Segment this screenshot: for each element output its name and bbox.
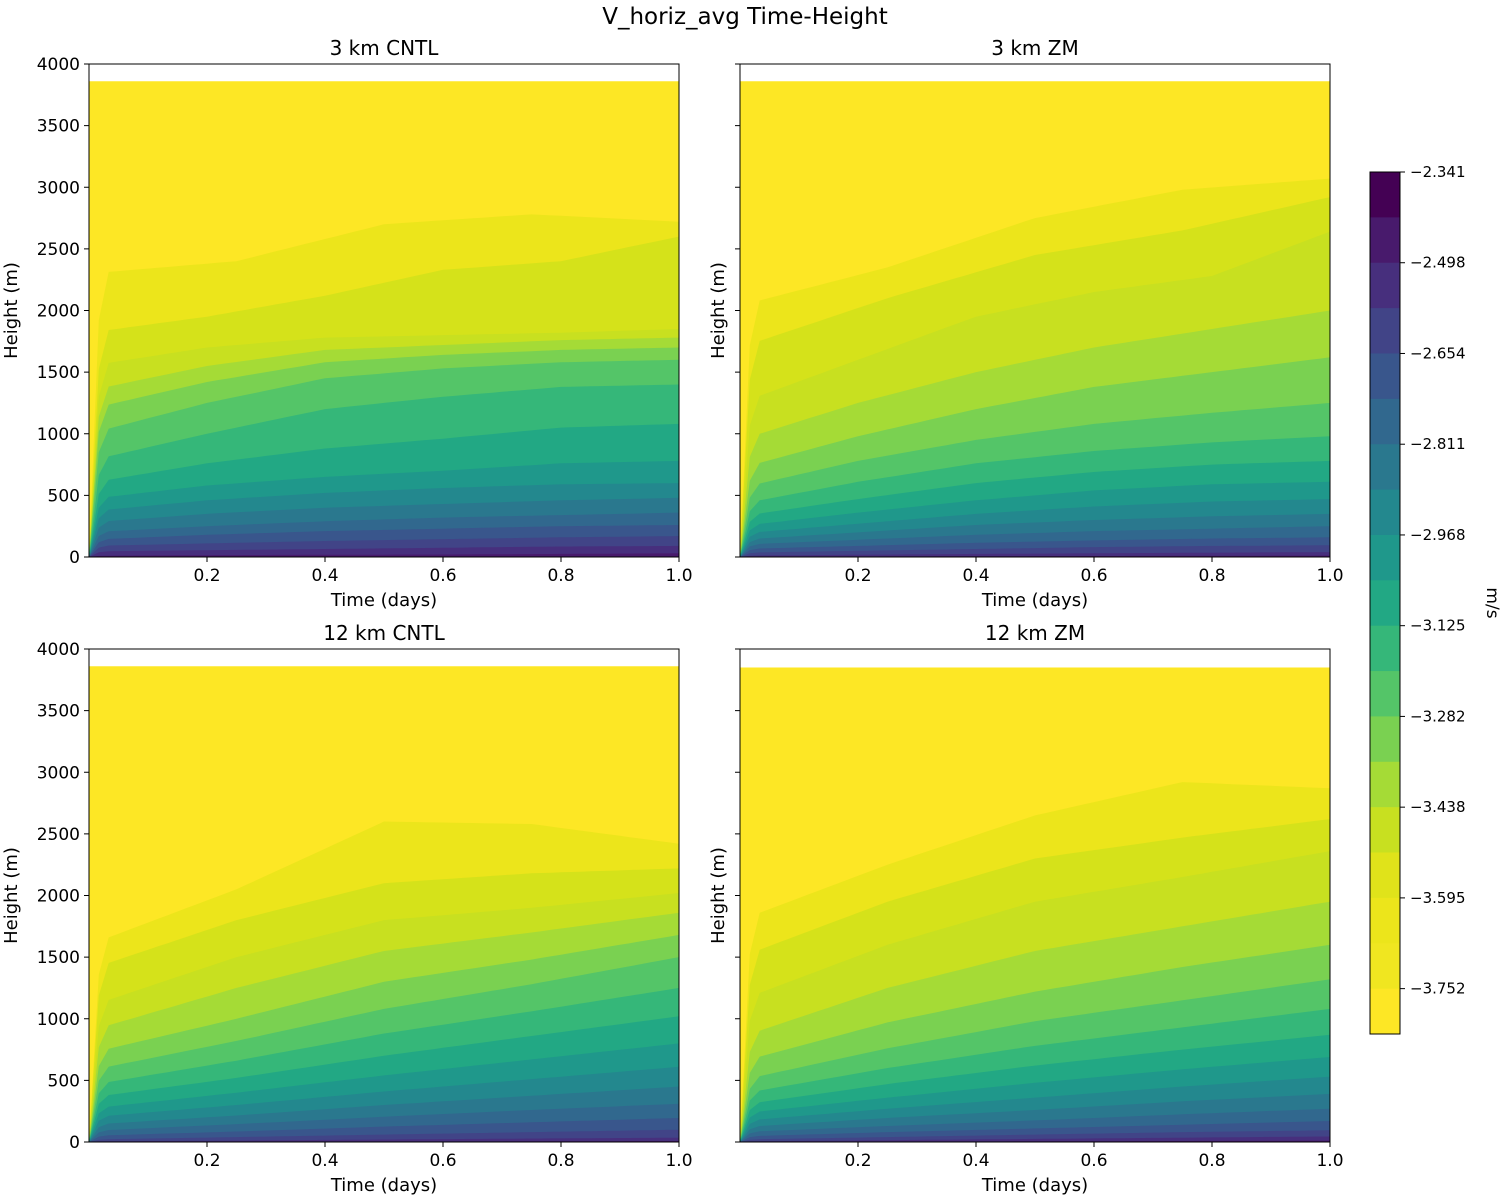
x-tick-label: 0.6: [429, 1151, 456, 1171]
contour-fills: [740, 667, 1330, 1142]
x-tick-label: 0.6: [429, 566, 456, 586]
figure-title: V_horiz_avg Time-Height: [602, 4, 888, 30]
panel-4: 12 km ZM 0.2 0.4 0.6 0.8 1.0 Time (days) Height…: [708, 621, 1344, 1196]
colorbar-swatch: [1370, 308, 1400, 354]
y-tick-label: 3000: [37, 763, 80, 783]
y-axis-label: Height (m): [708, 847, 729, 944]
contour-fills: [89, 81, 679, 557]
y-tick-label: 1500: [37, 363, 80, 383]
y-tick-label: 1000: [37, 1010, 80, 1030]
x-tick-label: 1.0: [1316, 566, 1343, 586]
colorbar-swatch: [1370, 671, 1400, 717]
x-axis-label: Time (days): [981, 590, 1088, 611]
x-tick-label: 0.2: [193, 1151, 220, 1171]
x-tick-label: 0.4: [311, 1151, 338, 1171]
colorbar-swatch: [1370, 580, 1400, 627]
contour-fills: [89, 666, 679, 1142]
x-tick-label: 0.4: [962, 566, 989, 586]
x-tick-label: 1.0: [665, 566, 692, 586]
colorbar-tick-label: −2.811: [1410, 435, 1466, 453]
y-tick-label: 3000: [37, 178, 80, 198]
colorbar-tick-label: −3.752: [1410, 980, 1466, 998]
colorbar-label: m/s: [1482, 587, 1500, 618]
colorbar-swatch: [1370, 807, 1400, 854]
panel-2: 3 km ZM 0.2 0.4 0.6 0.8 1.0 Time (days) Height …: [708, 36, 1344, 611]
panel-title: 3 km ZM: [991, 36, 1078, 60]
colorbar-swatch: [1370, 716, 1400, 763]
colorbar-swatch: [1370, 761, 1400, 808]
y-tick-label: 2000: [37, 302, 80, 322]
colorbar-swatch: [1370, 852, 1400, 899]
x-tick-label: 0.8: [1198, 566, 1225, 586]
colorbar-swatch: [1370, 172, 1400, 218]
colorbar-tick-label: −2.498: [1410, 254, 1466, 272]
colorbar-swatch: [1370, 444, 1400, 491]
panel-title: 3 km CNTL: [330, 36, 440, 60]
x-axis-label: Time (days): [981, 1175, 1088, 1196]
x-tick-label: 0.8: [1198, 1151, 1225, 1171]
x-tick-label: 0.2: [193, 566, 220, 586]
y-tick-label: 2500: [37, 825, 80, 845]
x-tick-label: 0.6: [1080, 566, 1107, 586]
x-tick-label: 0.4: [311, 566, 338, 586]
y-tick-label: 4000: [37, 55, 80, 75]
x-tick-label: 1.0: [1316, 1151, 1343, 1171]
colorbar-swatch: [1370, 353, 1400, 400]
colorbar-tick-label: −3.125: [1410, 617, 1466, 635]
y-tick-label: 2500: [37, 240, 80, 260]
colorbar-tick-label: −2.341: [1410, 163, 1466, 181]
colorbar-swatch: [1370, 217, 1400, 264]
x-tick-label: 1.0: [665, 1151, 692, 1171]
contour-band: [89, 1137, 679, 1142]
panel-1: 3 km CNTL 0.2 0.4 0.6 0.8 1.0 Time (days) 0 500 1…: [1, 36, 693, 611]
colorbar-swatch: [1370, 398, 1400, 445]
panel-title: 12 km CNTL: [323, 621, 445, 645]
x-tick-label: 0.8: [547, 566, 574, 586]
y-axis-label: Height (m): [1, 262, 22, 359]
colorbar-swatch: [1370, 988, 1400, 1035]
x-tick-label: 0.6: [1080, 1151, 1107, 1171]
colorbar-swatch: [1370, 262, 1400, 309]
y-axis-label: Height (m): [1, 847, 22, 944]
colorbar-tick-label: −3.595: [1410, 889, 1466, 907]
x-axis-label: Time (days): [330, 590, 437, 611]
y-tick-label: 4000: [37, 640, 80, 660]
colorbar-tick-label: −2.968: [1410, 526, 1466, 544]
colorbar-tick-label: −2.654: [1410, 344, 1466, 362]
y-tick-label: 0: [69, 1133, 80, 1153]
y-tick-label: 500: [48, 486, 80, 506]
y-tick-label: 3500: [37, 702, 80, 722]
y-tick-label: 3500: [37, 117, 80, 137]
colorbar-swatch: [1370, 625, 1400, 672]
contour-band: [89, 553, 679, 557]
x-tick-label: 0.2: [844, 566, 871, 586]
colorbar-swatch: [1370, 534, 1400, 581]
x-tick-label: 0.2: [844, 1151, 871, 1171]
panel-title: 12 km ZM: [985, 621, 1085, 645]
x-axis-label: Time (days): [330, 1175, 437, 1196]
y-tick-label: 2000: [37, 887, 80, 907]
contour-band: [740, 552, 1330, 557]
y-tick-label: 1000: [37, 425, 80, 445]
colorbar-tick-label: −3.438: [1410, 798, 1466, 816]
contour-fills: [740, 81, 1330, 557]
y-axis-label: Height (m): [708, 262, 729, 359]
colorbar-swatch: [1370, 489, 1400, 536]
x-tick-label: 0.8: [547, 1151, 574, 1171]
y-tick-label: 500: [48, 1071, 80, 1091]
x-tick-label: 0.4: [962, 1151, 989, 1171]
contour-band: [740, 1136, 1330, 1142]
colorbar: m/s −2.341 −2.498 −2.654 −2.811 −2.968 −3.125…: [1369, 163, 1500, 1035]
colorbar-frame: [1369, 171, 1401, 1035]
panel-3: 12 km CNTL 0.2 0.4 0.6 0.8 1.0 Time (days) 0 500…: [1, 621, 693, 1196]
y-tick-label: 1500: [37, 948, 80, 968]
y-tick-label: 0: [69, 548, 80, 568]
colorbar-tick-label: −3.282: [1410, 707, 1466, 725]
colorbar-swatch: [1370, 943, 1400, 990]
colorbar-swatch: [1370, 897, 1400, 944]
